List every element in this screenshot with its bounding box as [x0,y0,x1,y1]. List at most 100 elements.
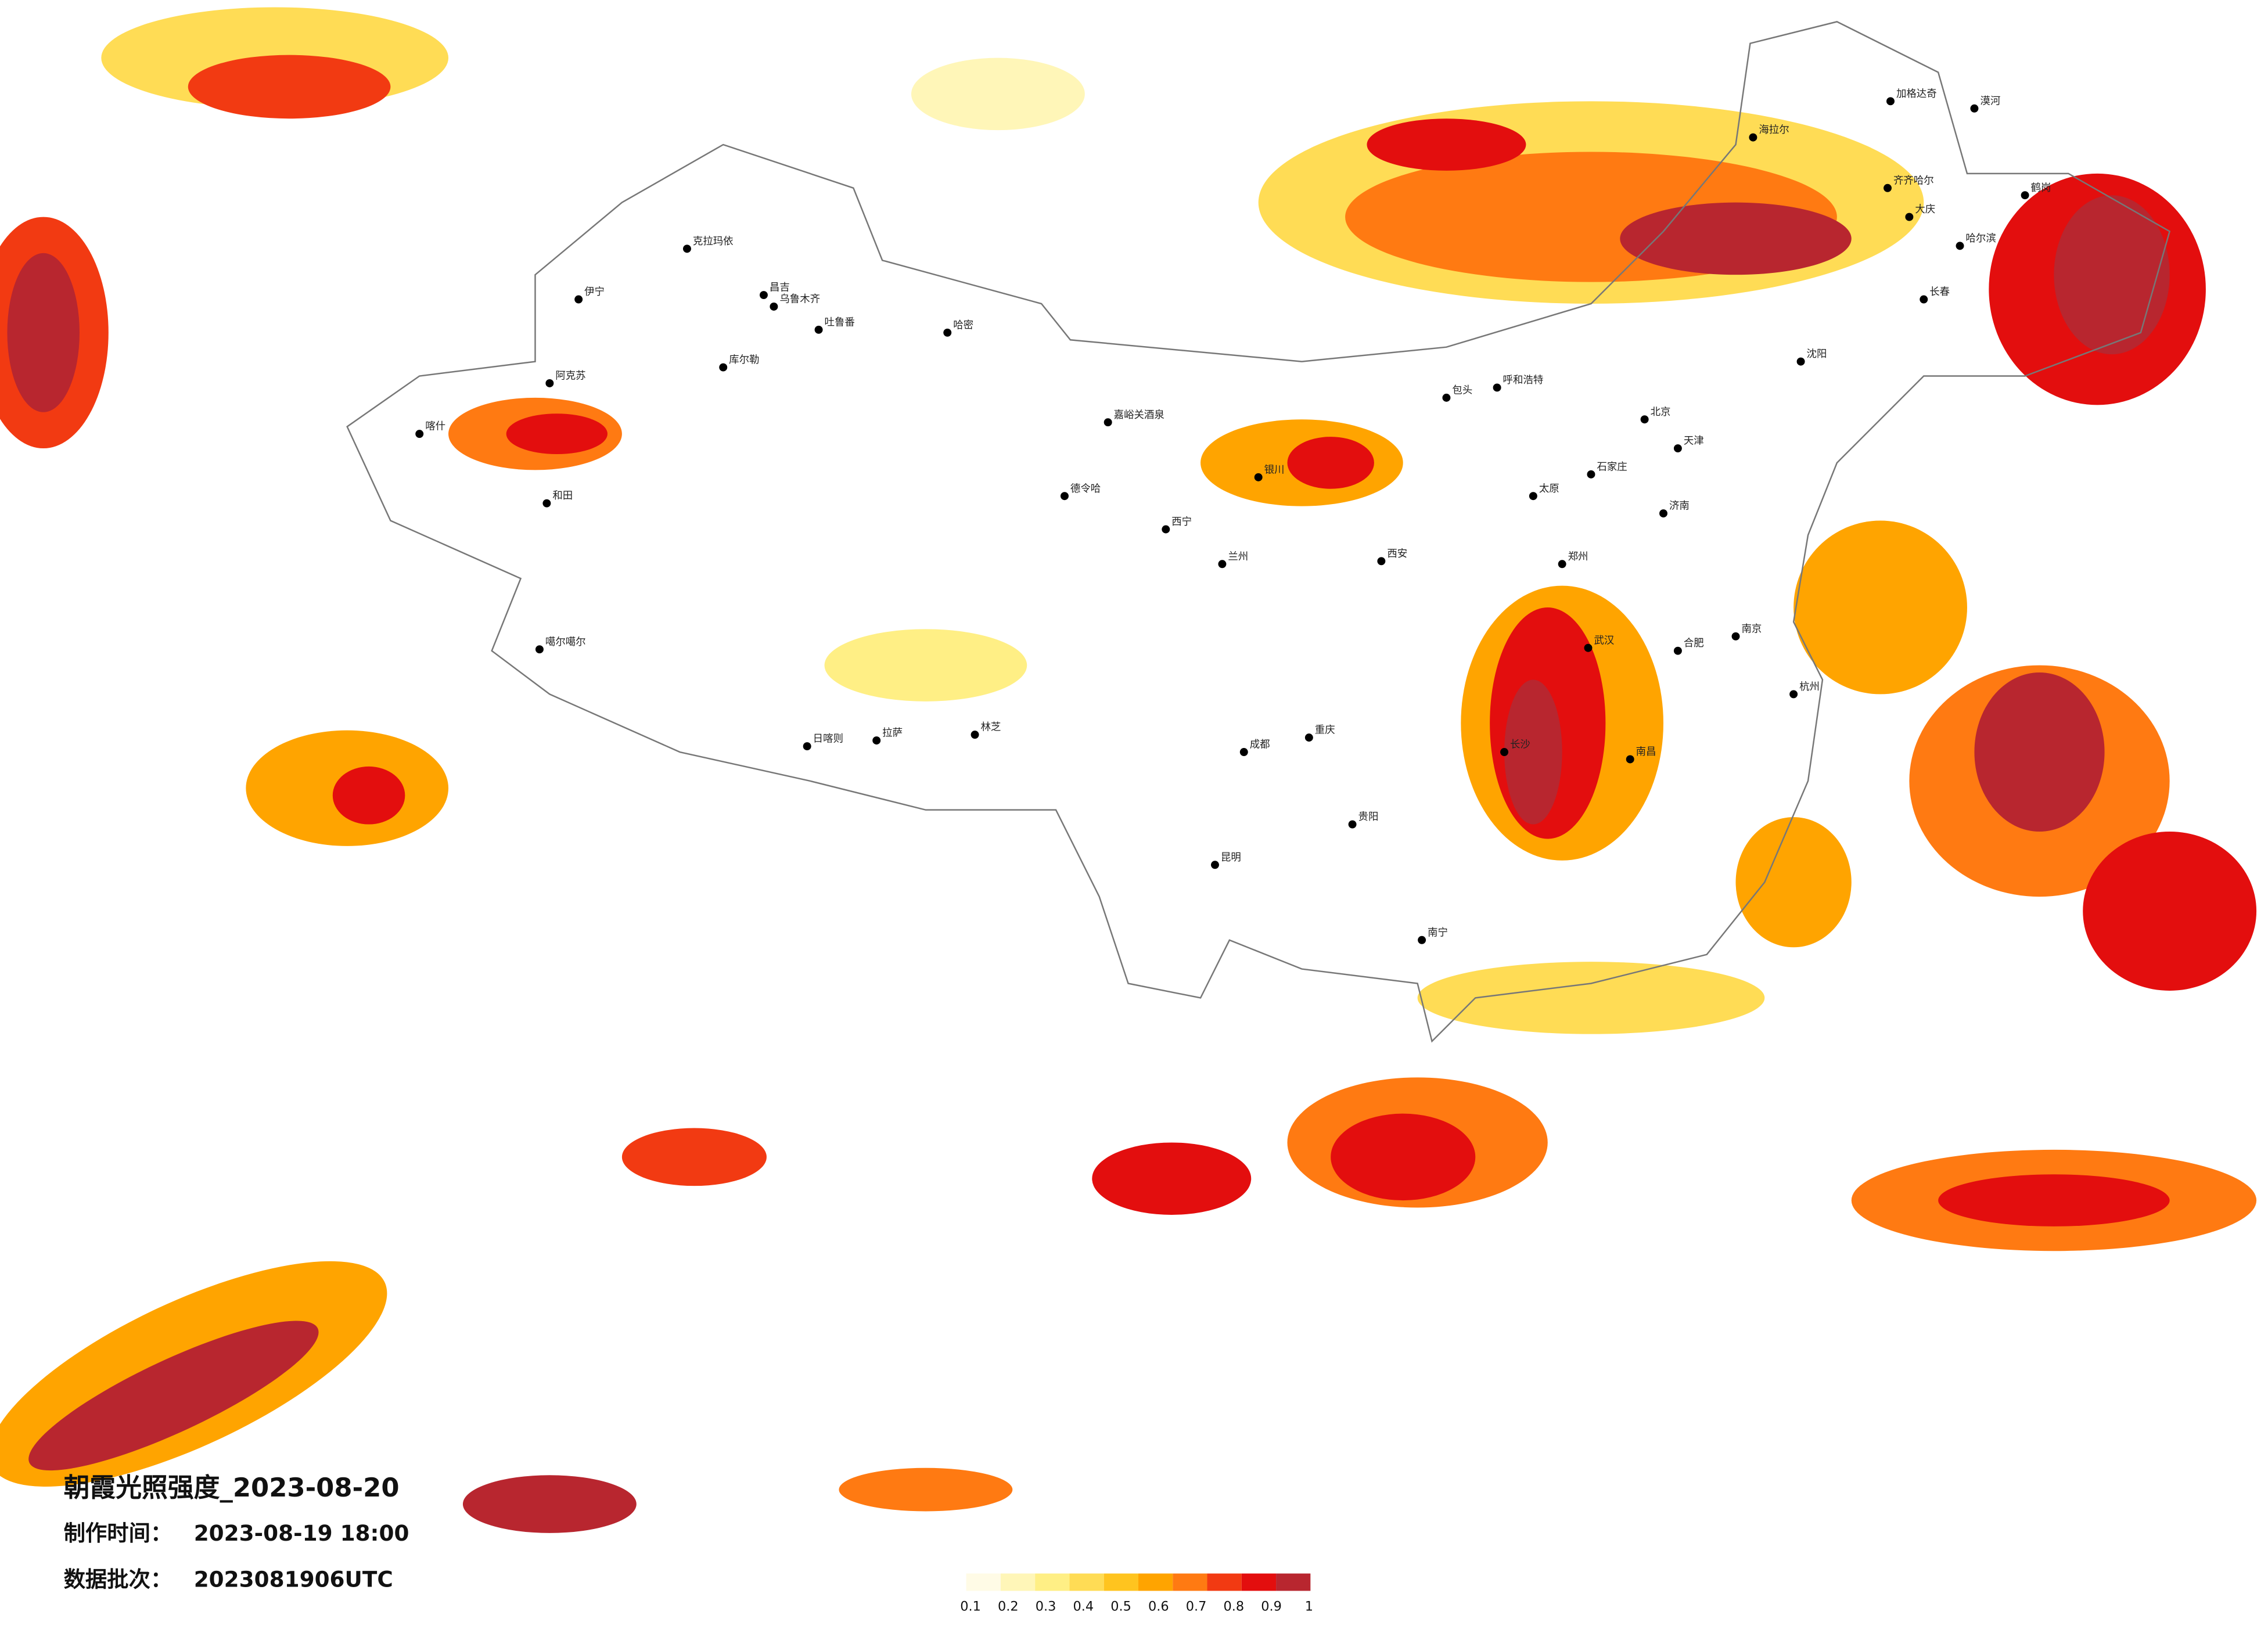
city-label: 阿克苏 [555,370,585,382]
city-dot [1162,525,1170,534]
legend-swatch [1000,1573,1036,1591]
china-outline [346,21,2171,1043]
legend-swatch [1138,1573,1173,1591]
city-label: 鹤岗 [2031,182,2051,194]
city-dot [1254,473,1263,481]
city-label: 银川 [1264,464,1285,476]
city-label: 沈阳 [1807,348,1827,360]
map-title: 朝霞光照强度_2023-08-20 [64,1472,400,1503]
legend-label: 0.6 [1148,1599,1169,1614]
legend-swatch [1241,1573,1277,1591]
city-label: 昆明 [1221,852,1241,864]
legend-label: 0.9 [1261,1599,1282,1614]
legend-swatch [1069,1573,1104,1591]
city-label: 兰州 [1228,551,1248,563]
city-dot [542,499,551,508]
city-dot [1884,184,1892,192]
city-dot [1442,393,1451,402]
batch-label: 数据批次： [64,1567,172,1592]
city-label: 德令哈 [1070,483,1101,495]
city-label: 杭州 [1799,681,1820,693]
city-dot [415,430,424,438]
legend-label: 0.8 [1224,1599,1245,1614]
city-dot [1558,560,1566,569]
city-dot [1104,418,1112,427]
city-label: 包头 [1452,384,1472,396]
city-dot [1796,357,1805,366]
city-dot [1640,415,1649,424]
city-dot [1886,97,1895,106]
city-dot [1956,242,1964,250]
city-dot [943,328,952,337]
city-dot [814,325,823,334]
city-dot [545,379,554,387]
city-label: 呼和浩特 [1503,375,1544,386]
city-label: 齐齐哈尔 [1893,175,1934,186]
legend-label: 1 [1305,1599,1313,1614]
legend-label: 0.3 [1036,1599,1056,1614]
city-dot [1418,936,1426,944]
city-dot [1673,444,1682,453]
city-label: 长沙 [1510,739,1530,751]
city-label: 噶尔噶尔 [545,636,586,648]
city-dot [1210,861,1219,869]
city-dot [1304,733,1313,742]
city-dot [1348,820,1357,829]
city-dot [1731,632,1740,641]
legend-label: 0.5 [1110,1599,1131,1614]
city-label: 喀什 [425,421,445,433]
legend-swatch [1173,1573,1207,1591]
city-dot [535,645,544,654]
city-label: 西安 [1387,548,1407,560]
made-label: 制作时间： [64,1520,172,1546]
legend-label: 0.7 [1186,1599,1207,1614]
city-dot [1920,295,1928,304]
city-label: 拉萨 [882,728,903,739]
city-label: 哈密 [953,319,973,331]
city-label: 太原 [1539,483,1559,495]
city-label: 成都 [1250,739,1270,751]
legend: 0.1 0.2 0.3 0.4 0.5 0.6 0.7 0.8 0.9 1 [960,1573,1313,1614]
city-dot [1626,755,1634,764]
city-label: 长春 [1929,286,1950,298]
city-dot [971,731,979,739]
city-label: 贵阳 [1358,811,1379,823]
city-label: 昌吉 [770,282,790,294]
city-dot [1377,557,1386,566]
batch: 2023081906UTC [194,1567,393,1592]
city-dot [1060,492,1069,501]
city-dot [872,736,881,745]
city-label: 合肥 [1684,638,1704,649]
legend-label: 0.4 [1073,1599,1094,1614]
legend-swatch [1207,1573,1242,1591]
city-label: 南昌 [1636,746,1656,758]
city-label: 海拉尔 [1759,124,1789,136]
city-dot [1500,748,1509,757]
city-label: 哈尔滨 [1965,233,1996,244]
city-label: 林芝 [981,722,1001,733]
legend-swatch [1035,1573,1070,1591]
city-label: 北京 [1651,406,1671,418]
city-label: 西宁 [1171,516,1192,528]
city-label: 南京 [1741,623,1762,635]
legend-label: 0.2 [998,1599,1019,1614]
city-dot [1239,748,1248,757]
city-dot [1587,470,1595,479]
city-label: 加格达奇 [1896,88,1937,100]
city-label: 和田 [552,490,573,502]
city-dot [1218,560,1227,569]
city-label: 重庆 [1315,725,1335,736]
city-label: 石家庄 [1597,461,1627,473]
city-dot [2021,191,2029,200]
heat-layer [0,7,2257,1533]
city-dot [803,742,811,751]
city-dot [1673,646,1682,655]
city-label: 吐鲁番 [825,316,855,328]
legend-label: 0.1 [960,1599,981,1614]
city-label: 乌鲁木齐 [779,294,820,305]
city-label: 库尔勒 [729,354,759,366]
city-dot [1970,104,1979,113]
city-dot [682,244,691,253]
city-dot [759,291,768,300]
city-label: 伊宁 [584,286,605,298]
